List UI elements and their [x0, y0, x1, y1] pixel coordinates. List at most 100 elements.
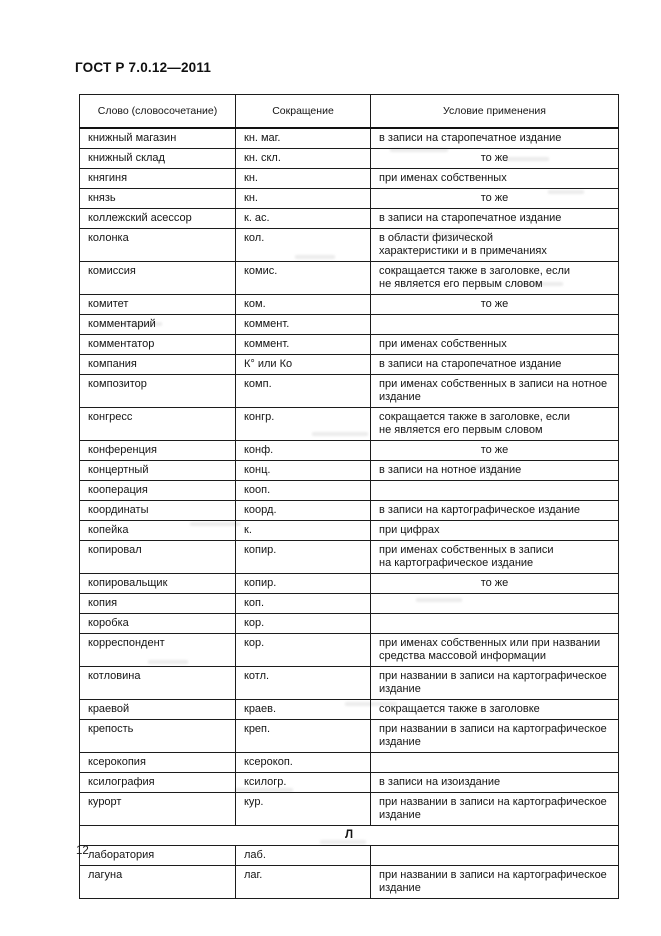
header-condition: Условие применения: [370, 94, 619, 129]
abbr-cell: К° или Ко: [235, 354, 371, 375]
word-cell: книжный магазин: [79, 127, 236, 149]
abbr-cell: комис.: [235, 261, 371, 295]
abbr-cell: кооп.: [235, 480, 371, 501]
condition-cell: при именах собственных: [370, 334, 619, 355]
table-row: книжный склад кн. скл. то же: [79, 148, 619, 169]
table-row: композитор комп. при именах собственных в …: [79, 374, 619, 408]
abbr-cell: кн. маг.: [235, 127, 371, 149]
table-row: комментарий коммент.: [79, 314, 619, 335]
table-body: книжный магазин кн. маг. в записи на старо…: [79, 127, 619, 899]
condition-cell: [370, 752, 619, 773]
word-cell: копировальщик: [79, 573, 236, 594]
condition-cell: то же: [370, 440, 619, 461]
condition-cell: в записи на старопечатное издание: [370, 127, 619, 149]
abbr-cell: ксерокоп.: [235, 752, 371, 773]
table-row: комитет ком. то же: [79, 294, 619, 315]
condition-cell: [370, 613, 619, 634]
abbr-cell: конф.: [235, 440, 371, 461]
word-cell: книжный склад: [79, 148, 236, 169]
condition-cell: сокращается также в заголовке: [370, 699, 619, 720]
word-cell: ксилография: [79, 772, 236, 793]
condition-cell: [370, 845, 619, 866]
abbr-cell: креп.: [235, 719, 371, 753]
abbr-cell: кур.: [235, 792, 371, 826]
condition-cell: то же: [370, 148, 619, 169]
condition-cell: при названии в записи на картографическо…: [370, 865, 619, 899]
condition-cell: при названии в записи на картографическо…: [370, 792, 619, 826]
section-label: Л: [79, 825, 619, 846]
table-row: лаборатория лаб.: [79, 845, 619, 866]
abbr-cell: коммент.: [235, 314, 371, 335]
word-cell: композитор: [79, 374, 236, 408]
word-cell: компания: [79, 354, 236, 375]
abbr-cell: кн.: [235, 188, 371, 209]
condition-cell: при именах собственных в записи на карто…: [370, 540, 619, 574]
table-row: коллежский асессор к. ас. в записи на стар…: [79, 208, 619, 229]
word-cell: комиссия: [79, 261, 236, 295]
table-row: курорт кур. при названии в записи на карто…: [79, 792, 619, 826]
abbr-cell: копир.: [235, 573, 371, 594]
abbr-cell: кн. скл.: [235, 148, 371, 169]
table-row: лагуна лаг. при названии в записи на карто…: [79, 865, 619, 899]
table-row: князь кн. то же: [79, 188, 619, 209]
page-number: 12: [76, 845, 89, 857]
doc-code: ГОСТ Р 7.0.12—2011: [75, 60, 212, 75]
table-row: комментатор коммент. при именах собственны…: [79, 334, 619, 355]
word-cell: лагуна: [79, 865, 236, 899]
word-cell: координаты: [79, 500, 236, 521]
abbr-cell: лаб.: [235, 845, 371, 866]
condition-cell: [370, 480, 619, 501]
table-header: Слово (словосочетание) Сокращение Услови…: [79, 94, 619, 129]
table-row: ксилография ксилогр. в записи на изоиздани…: [79, 772, 619, 793]
word-cell: коробка: [79, 613, 236, 634]
abbr-cell: кн.: [235, 168, 371, 189]
abbr-cell: кол.: [235, 228, 371, 262]
table-row: копировал копир. при именах собственных в …: [79, 540, 619, 574]
condition-cell: то же: [370, 188, 619, 209]
word-cell: копировал: [79, 540, 236, 574]
abbr-cell: коммент.: [235, 334, 371, 355]
condition-cell: то же: [370, 294, 619, 315]
condition-cell: при именах собственных или при названии …: [370, 633, 619, 667]
abbr-cell: коп.: [235, 593, 371, 614]
word-cell: конференция: [79, 440, 236, 461]
word-cell: крепость: [79, 719, 236, 753]
word-cell: князь: [79, 188, 236, 209]
abbr-cell: конгр.: [235, 407, 371, 441]
word-cell: конгресс: [79, 407, 236, 441]
word-cell: лаборатория: [79, 845, 236, 866]
table-row: кооперация кооп.: [79, 480, 619, 501]
table-row: конференция конф. то же: [79, 440, 619, 461]
table-row: колонка кол. в области физической характер…: [79, 228, 619, 262]
word-cell: комментарий: [79, 314, 236, 335]
abbr-cell: конц.: [235, 460, 371, 481]
condition-cell: [370, 593, 619, 614]
condition-cell: то же: [370, 573, 619, 594]
table-row: комиссия комис. сокращается также в заголо…: [79, 261, 619, 295]
table-row: копировальщик копир. то же: [79, 573, 619, 594]
header-abbr: Сокращение: [235, 94, 371, 129]
table-row: коробка кор.: [79, 613, 619, 634]
condition-cell: при цифрах: [370, 520, 619, 541]
table-row: краевой краев. сокращается также в заголов…: [79, 699, 619, 720]
word-cell: корреспондент: [79, 633, 236, 667]
condition-cell: в записи на старопечатное издание: [370, 208, 619, 229]
table-row: ксерокопия ксерокоп.: [79, 752, 619, 773]
table-row: княгиня кн. при именах собственных: [79, 168, 619, 189]
word-cell: копия: [79, 593, 236, 614]
abbr-cell: к.: [235, 520, 371, 541]
condition-cell: в записи на старопечатное издание: [370, 354, 619, 375]
table-row: копия коп.: [79, 593, 619, 614]
word-cell: котловина: [79, 666, 236, 700]
abbr-cell: ком.: [235, 294, 371, 315]
condition-cell: в области физической характеристики и в …: [370, 228, 619, 262]
abbr-cell: копир.: [235, 540, 371, 574]
table-row: конгресс конгр. сокращается также в заголо…: [79, 407, 619, 441]
condition-cell: при названии в записи на картографическо…: [370, 719, 619, 753]
word-cell: ксерокопия: [79, 752, 236, 773]
table-row: крепость креп. при названии в записи на ка…: [79, 719, 619, 753]
abbr-cell: краев.: [235, 699, 371, 720]
abbr-cell: коорд.: [235, 500, 371, 521]
word-cell: коллежский асессор: [79, 208, 236, 229]
abbr-cell: лаг.: [235, 865, 371, 899]
